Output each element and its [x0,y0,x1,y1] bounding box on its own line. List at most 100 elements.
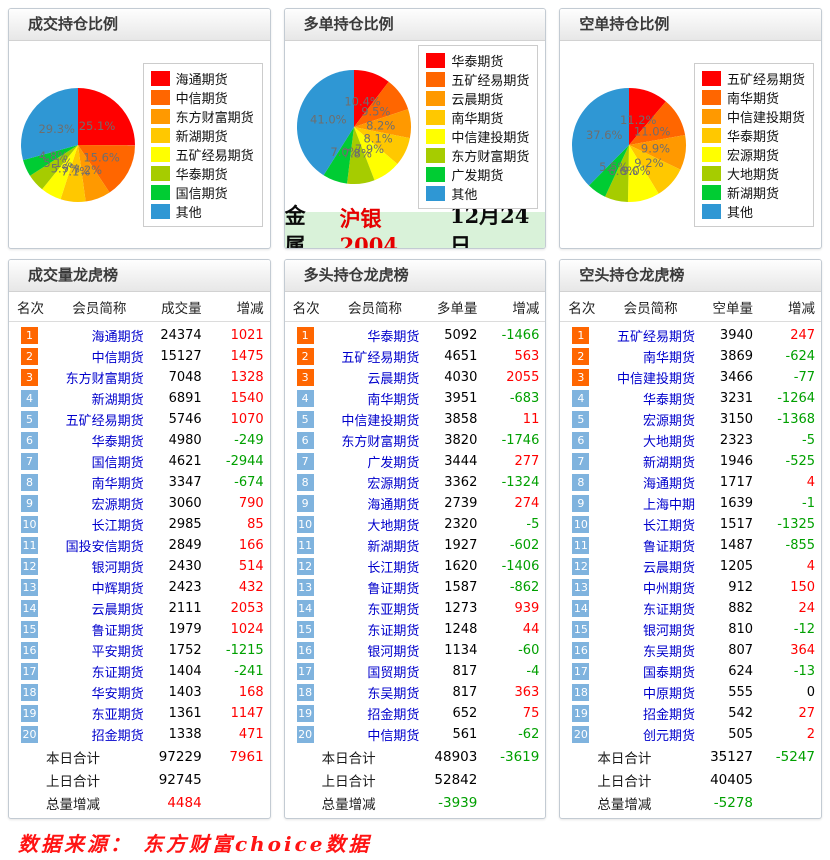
member-name-link[interactable]: 南华期货 [643,351,696,366]
quantity-value: 3820 [444,433,478,448]
member-name-link[interactable]: 国泰期货 [643,666,696,681]
member-name-link[interactable]: 东亚期货 [91,708,144,723]
col-quantity: 成交量 [161,300,202,317]
member-name-link[interactable]: 招金期货 [91,729,144,744]
member-name-link[interactable]: 华安期货 [91,687,144,702]
member-name-link[interactable]: 平安期货 [91,645,144,660]
rank-badge: 10 [21,516,38,533]
member-name-link[interactable]: 云晨期货 [643,561,696,576]
member-name-link[interactable]: 东亚期货 [367,603,420,618]
member-name-link[interactable]: 长江期货 [91,519,144,534]
member-name-link[interactable]: 中信期货 [367,729,420,744]
member-name-link[interactable]: 东吴期货 [367,687,420,702]
member-name-link[interactable]: 中州期货 [643,582,696,597]
rank-badge: 4 [296,390,314,407]
change-value: 0 [806,685,816,700]
member-name-link[interactable]: 东证期货 [367,624,420,639]
legend-item: 东方财富期货 [426,146,529,165]
member-name-link[interactable]: 五矿经易期货 [65,414,144,429]
member-name-link[interactable]: 宏源期货 [643,414,696,429]
quantity-value: 5092 [444,328,478,343]
member-name-link[interactable]: 招金期货 [367,708,420,723]
member-name-link[interactable]: 中辉期货 [91,582,144,597]
member-name-link[interactable]: 国投安信期货 [65,540,144,555]
member-name-link[interactable]: 东方财富期货 [341,435,420,450]
member-name-link[interactable]: 新湖期货 [367,540,420,555]
member-name-link[interactable]: 海通期货 [91,330,144,345]
member-name-link[interactable]: 东方财富期货 [65,372,144,387]
member-name-link[interactable]: 国贸期货 [367,666,420,681]
member-name-link[interactable]: 宏源期货 [367,477,420,492]
member-name-link[interactable]: 中信期货 [91,351,144,366]
member-name-link[interactable]: 招金期货 [643,708,696,723]
member-name-link[interactable]: 东证期货 [643,603,696,618]
legend-swatch [426,109,446,125]
member-name-link[interactable]: 宏源期货 [91,498,144,513]
legend-label: 其他 [727,205,754,221]
table-row: 17 东证期货 1404 -241 [9,661,270,682]
total-row-label: 总量增减 [46,796,100,813]
legend-label: 新湖期货 [727,186,780,202]
member-name-link[interactable]: 中信建投期货 [341,414,420,429]
member-name-link[interactable]: 银河期货 [91,561,144,576]
member-name-link[interactable]: 云晨期货 [91,603,144,618]
rank-badge: 7 [296,453,314,470]
quantity-value: 3362 [444,475,478,490]
member-name-link[interactable]: 大地期货 [643,435,696,450]
member-name-link[interactable]: 新湖期货 [91,393,144,408]
panel-short-ratio: 空单持仓比例 11.2% 11.0% 9.9% 9.2% 9.0% 6.6% 5.5% 37.… [559,8,823,249]
member-name-link[interactable]: 华泰期货 [367,330,420,345]
member-name-link[interactable]: 华泰期货 [643,393,696,408]
member-name-link[interactable]: 中信建投期货 [617,372,696,387]
member-name-link[interactable]: 长江期货 [367,561,420,576]
quantity-value: 3150 [719,412,754,427]
table-row: 8 宏源期货 3362 -1324 [285,472,546,493]
member-name-link[interactable]: 五矿经易期货 [617,330,696,345]
legend-label: 华泰期货 [451,54,504,70]
table-total-row: 上日合计 40405 [560,768,821,791]
member-name-link[interactable]: 广发期货 [367,456,420,471]
legend-swatch [150,203,170,219]
change-value: 44 [522,622,540,637]
total-change-value: -3619 [500,748,540,765]
quantity-value: 2985 [168,517,202,532]
member-name-link[interactable]: 东吴期货 [643,645,696,660]
member-name-link[interactable]: 长江期货 [643,519,696,534]
change-value: 274 [514,496,540,511]
table-row: 14 东亚期货 1273 939 [285,598,546,619]
legend-swatch [150,165,170,181]
member-name-link[interactable]: 云晨期货 [367,372,420,387]
change-value: -1746 [501,433,540,448]
member-name-link[interactable]: 鲁证期货 [643,540,696,555]
rank-badge: 11 [21,537,38,554]
member-name-link[interactable]: 南华期货 [91,477,144,492]
member-name-link[interactable]: 南华期货 [367,393,420,408]
legend-label: 云晨期货 [451,92,504,108]
member-name-link[interactable]: 海通期货 [367,498,420,513]
member-name-link[interactable]: 银河期货 [367,645,420,660]
quantity-value: 2320 [444,517,478,532]
member-name-link[interactable]: 国信期货 [91,456,144,471]
quantity-value: 2739 [444,496,478,511]
quantity-value: 1404 [168,664,202,679]
pie-slice [353,69,389,127]
member-name-link[interactable]: 新湖期货 [643,456,696,471]
member-name-link[interactable]: 银河期货 [643,624,696,639]
member-name-link[interactable]: 华泰期货 [91,435,144,450]
member-name-link[interactable]: 创元期货 [643,729,696,744]
member-name-link[interactable]: 上海中期 [643,498,696,513]
member-name-link[interactable]: 海通期货 [643,477,696,492]
rank-badge: 20 [296,726,314,743]
legend-item: 南华期货 [426,108,529,127]
member-name-link[interactable]: 鲁证期货 [367,582,420,597]
member-name-link[interactable]: 鲁证期货 [91,624,144,639]
legend-box: 海通期货 中信期货 东方财富期货 新湖期货 五矿经易期货 华泰期货 国信期货 其他 [142,62,263,227]
legend-label: 其他 [175,205,202,221]
table-body: 1 海通期货 24374 1021 2 中信期货 15127 1475 3 东方财富期货 7048 1… [9,322,270,818]
legend-item: 五矿经易期货 [150,145,254,164]
member-name-link[interactable]: 中原期货 [643,687,696,702]
member-name-link[interactable]: 东证期货 [91,666,144,681]
member-name-link[interactable]: 五矿经易期货 [341,351,420,366]
member-name-link[interactable]: 大地期货 [367,519,420,534]
